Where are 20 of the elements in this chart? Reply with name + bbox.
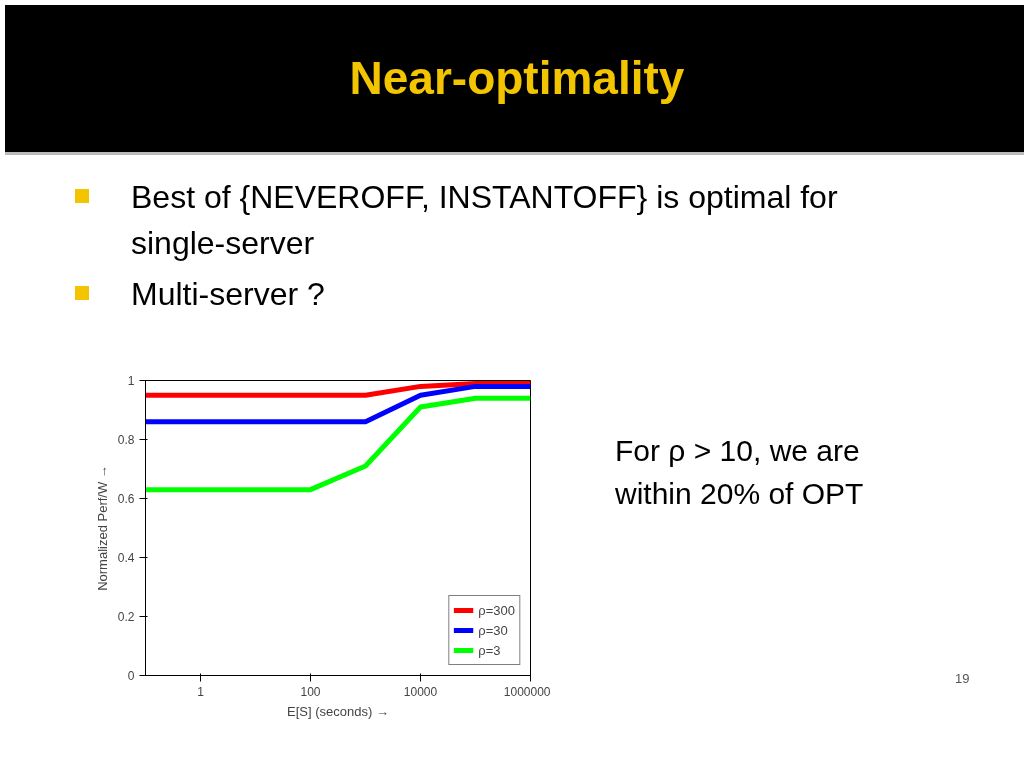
y-tick-label: 1: [127, 374, 135, 388]
text: Multi-server ?: [131, 275, 325, 315]
x-tick-label: 10000: [403, 684, 438, 699]
y-tick-label: 0: [127, 669, 135, 683]
legend-label: ρ=300: [478, 602, 515, 618]
x-tick-label: 1: [197, 684, 205, 699]
x-tick-label: 1000000: [503, 684, 551, 699]
chart-title: Near-optimality: [349, 50, 685, 106]
y-tick-label: 0.8: [117, 433, 135, 447]
y-tick-label: 0.6: [117, 492, 135, 506]
text: Best of {NEVEROFF, INSTANTOFF} is optimal for single-server: [131, 178, 839, 263]
y-tick-label: 0.2: [117, 610, 135, 624]
legend-label: ρ=30: [478, 622, 508, 638]
text: 19: [955, 670, 970, 688]
text: For ρ > 10, we are within 20% of OPT: [615, 433, 865, 512]
x-tick-label: 100: [300, 684, 321, 699]
y-axis-title: Normalized Perf/W →: [94, 465, 110, 591]
x-axis-title: E[S] (seconds) →: [287, 703, 389, 719]
legend-label: ρ=3: [478, 642, 501, 658]
y-tick-label: 0.4: [117, 551, 135, 565]
